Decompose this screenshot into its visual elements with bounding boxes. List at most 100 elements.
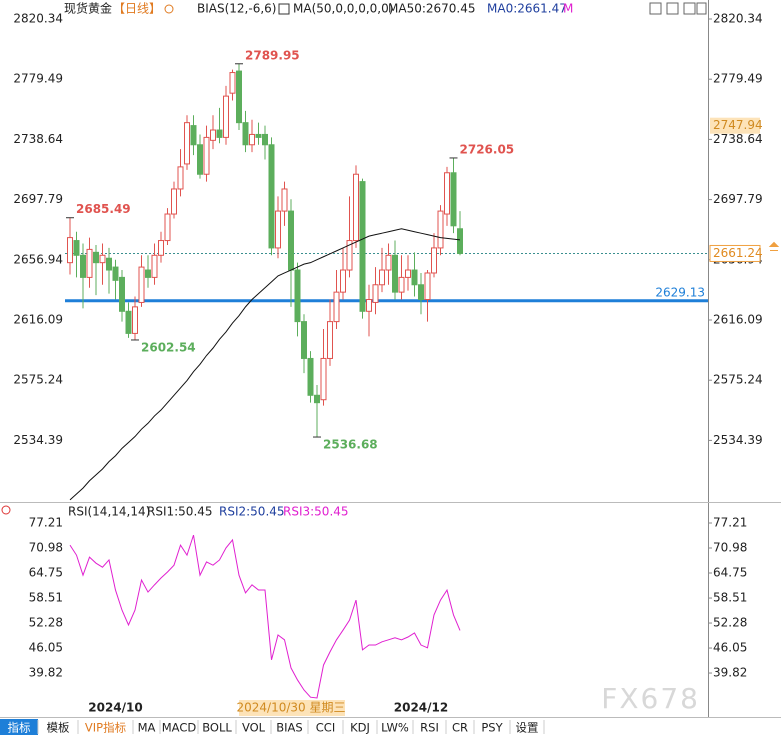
candle-body	[177, 166, 184, 190]
indicator-label: M	[563, 2, 573, 16]
candle-body	[366, 299, 372, 312]
candle-body	[314, 394, 320, 404]
y-tick-label: 64.75	[29, 566, 63, 580]
toolbar-item[interactable]: VOL	[242, 721, 266, 735]
y-tick-label: 2656.94	[13, 252, 63, 266]
y-tick-label: 2575.24	[713, 373, 763, 387]
candle-body	[93, 251, 99, 264]
candle-body	[171, 188, 177, 215]
candle-body	[229, 72, 236, 94]
toolbar-item[interactable]: LW%	[381, 721, 409, 735]
period: 【日线】	[113, 2, 161, 16]
candle-body	[197, 144, 203, 175]
candle-body	[184, 122, 190, 165]
y-tick-label: 2738.64	[713, 132, 763, 146]
candle-body	[333, 291, 340, 323]
y-tick-label: 2534.39	[13, 433, 63, 447]
indicator-label: MA0:2661.47	[487, 2, 567, 16]
cursor-price-label: 2747.94	[713, 118, 763, 132]
y-tick-label: 2779.49	[713, 72, 763, 86]
moving-average	[69, 228, 461, 501]
candle-body	[353, 173, 359, 242]
candle-body	[327, 321, 333, 359]
toolbar-item[interactable]: 指标	[8, 721, 31, 735]
candle-body	[210, 129, 216, 141]
y-tick-label: 77.21	[29, 516, 63, 530]
header-icon[interactable]	[278, 3, 290, 15]
extreme-label: 2685.49	[76, 202, 131, 216]
y-tick-label: 52.28	[29, 616, 63, 630]
y-tick-label: 2575.24	[13, 373, 63, 387]
candle-body	[431, 247, 437, 274]
candle-body	[151, 254, 158, 278]
legend-entry: RSI(14,14,14)	[68, 505, 150, 519]
candle-body	[138, 266, 145, 303]
candle-body	[301, 321, 307, 359]
last-price-label: 2661.24	[713, 246, 763, 260]
candle-body	[392, 254, 398, 293]
candle-body	[418, 284, 424, 301]
icon[interactable]	[666, 2, 679, 15]
icon[interactable]	[683, 2, 696, 15]
extreme-label: 2536.68	[323, 438, 378, 452]
candle-body	[145, 269, 151, 278]
toolbar-item[interactable]: BIAS	[276, 721, 302, 735]
toolbar-item[interactable]: 模板	[47, 721, 70, 735]
extreme-label: 2789.95	[245, 48, 300, 62]
candle-body	[411, 269, 418, 286]
toolbar-item[interactable]: CCI	[316, 721, 335, 735]
candle-body	[346, 240, 353, 271]
y-tick-label: 58.51	[29, 591, 63, 605]
y-tick-label: 2820.34	[713, 11, 763, 25]
extreme-label: 2602.54	[141, 340, 196, 354]
candle-body	[67, 237, 73, 264]
y-tick-label: 2738.64	[13, 132, 63, 146]
y-tick-label: 46.05	[713, 641, 747, 655]
candle-body	[405, 269, 411, 278]
extreme-label: 2726.05	[460, 142, 515, 156]
symbol: 现货黄金	[64, 1, 112, 16]
candle-body	[132, 306, 138, 334]
toolbar-item[interactable]: MACD	[162, 721, 197, 735]
icon[interactable]	[649, 2, 662, 15]
y-tick-label: 2779.49	[13, 72, 63, 86]
candle-body	[398, 276, 405, 293]
y-tick-label: 58.51	[713, 591, 747, 605]
y-tick-label: 52.28	[713, 616, 747, 630]
y-tick-label: 77.21	[713, 516, 747, 530]
watermark: FX678	[601, 682, 700, 715]
candle-body	[379, 269, 385, 286]
toolbar-item[interactable]: PSY	[481, 721, 503, 735]
window-icons[interactable]	[649, 2, 707, 15]
toolbar-active-bg[interactable]	[0, 719, 38, 735]
y-tick-label: 2697.79	[713, 192, 763, 206]
panel-icon[interactable]	[1, 505, 11, 515]
toolbar-item[interactable]: KDJ	[350, 721, 370, 735]
candle-body	[385, 254, 392, 271]
candle-body	[255, 133, 262, 138]
y-tick-label: 2697.79	[13, 192, 63, 206]
icon[interactable]	[696, 2, 707, 15]
candle-body	[288, 210, 294, 271]
candle-body	[444, 172, 450, 215]
toolbar-item[interactable]: MA	[138, 721, 156, 735]
candle-body	[294, 269, 301, 323]
toolbar-item[interactable]: RSI	[420, 721, 439, 735]
candle-body	[437, 210, 444, 249]
candle-body	[268, 144, 275, 249]
toolbar-item[interactable]: BOLL	[202, 721, 232, 735]
candle-body	[340, 269, 346, 293]
candle-body	[307, 357, 314, 396]
candle-body	[372, 284, 379, 303]
y-tick-label: 2820.34	[13, 11, 63, 25]
candle-body	[275, 210, 281, 249]
toolbar-item[interactable]: VIP指标	[85, 721, 126, 735]
candle-body	[223, 95, 229, 138]
toolbar-item[interactable]: 设置	[516, 721, 539, 735]
candle-body	[236, 70, 242, 124]
toolbar-item[interactable]: CR	[452, 721, 468, 735]
header-icon[interactable]	[164, 4, 174, 14]
candle-body	[112, 266, 119, 281]
y-tick-label: 2534.39	[713, 433, 763, 447]
